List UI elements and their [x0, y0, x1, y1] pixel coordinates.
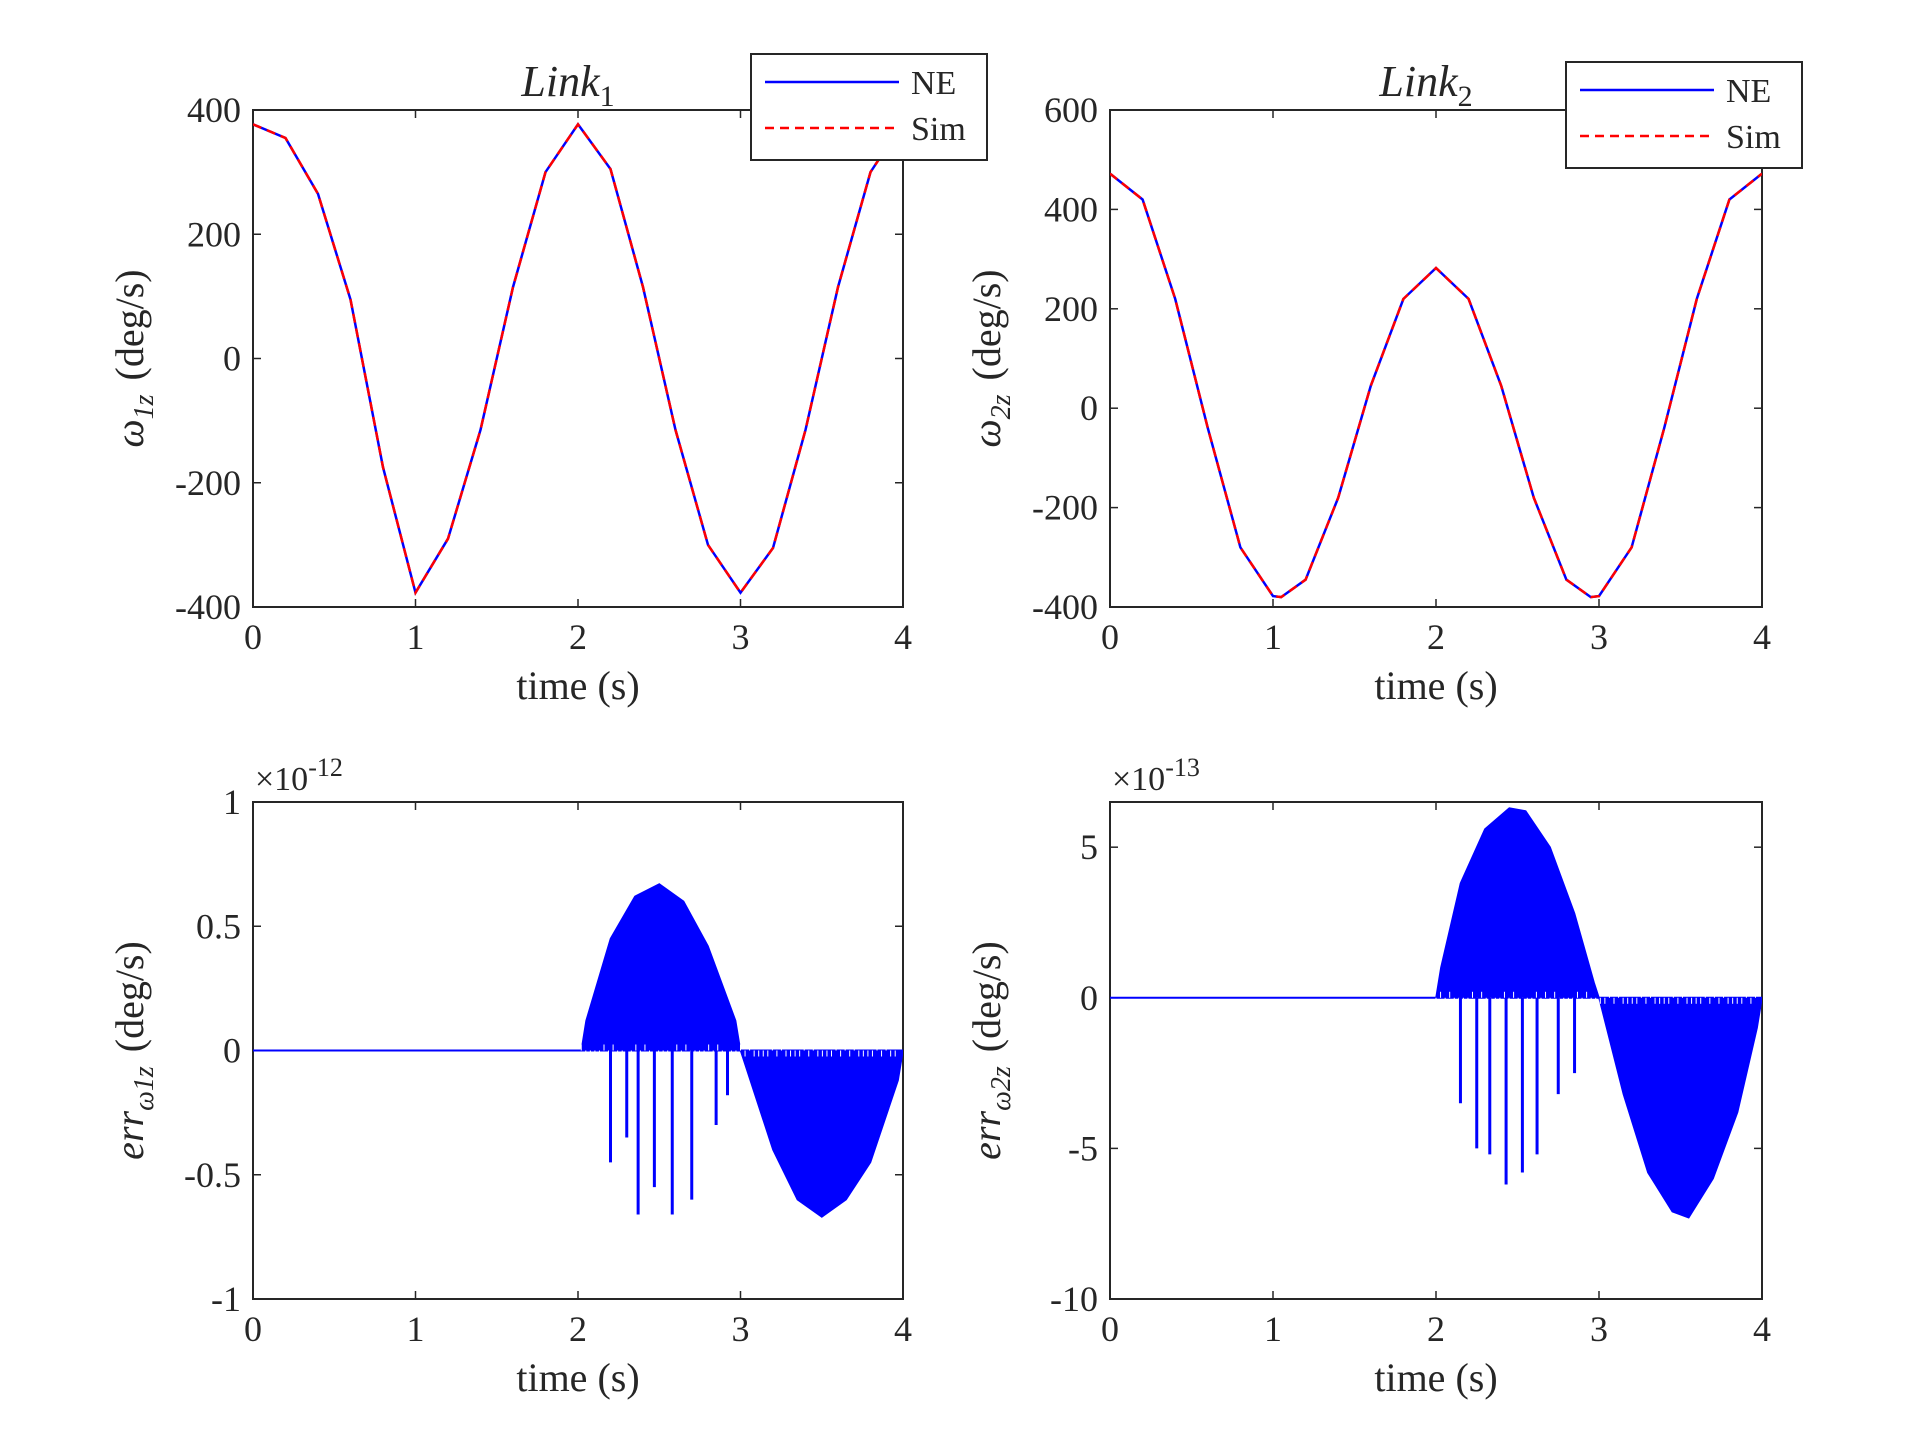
x-axis-label: time (s): [1374, 1355, 1497, 1400]
x-tick-label: 1: [407, 1309, 425, 1349]
y-axis-subscript: 1z: [129, 394, 160, 419]
x-tick-label: 4: [894, 617, 912, 657]
legend-label-ne: NE: [911, 65, 956, 102]
exponent-base: ×10: [255, 761, 308, 798]
chart-title: Link1: [520, 57, 614, 113]
x-tick-label: 2: [569, 617, 587, 657]
y-tick-label: 600: [1044, 90, 1098, 130]
legend: NE Sim: [1565, 61, 1803, 169]
y-axis-units: (deg/s): [107, 941, 152, 1052]
x-tick-label: 3: [732, 617, 750, 657]
exponent-base: ×10: [1112, 761, 1165, 798]
y-axis-label: ω1z (deg/s): [107, 269, 160, 447]
legend: NE Sim: [750, 53, 988, 161]
plot-area: [1110, 172, 1762, 599]
plot-area: [253, 122, 888, 596]
y-tick-label: -200: [1032, 488, 1098, 528]
x-tick-label: 0: [244, 1309, 262, 1349]
y-tick-label: 5: [1080, 827, 1098, 867]
chart-title-subscript: 1: [600, 80, 615, 113]
x-tick-label: 0: [1101, 617, 1119, 657]
y-axis-subscript: ω1z: [129, 1066, 160, 1111]
y-tick-label: -200: [175, 463, 241, 503]
x-tick-label: 2: [569, 1309, 587, 1349]
y-axis-units: (deg/s): [964, 941, 1009, 1052]
x-tick-label: 2: [1427, 1309, 1445, 1349]
y-axis-subscript: 2z: [986, 394, 1017, 419]
y-axis-symbol: err: [964, 1111, 1009, 1160]
x-tick-label: 2: [1427, 617, 1445, 657]
exponent-power: -13: [1165, 753, 1200, 782]
x-tick-label: 3: [1590, 1309, 1608, 1349]
exponent-power: -12: [308, 753, 343, 782]
y-tick-label: -400: [175, 587, 241, 627]
y-axis-subscript: ω2z: [986, 1066, 1017, 1111]
plot-area: [1110, 807, 1762, 1219]
y-axis-symbol: ω: [964, 419, 1009, 447]
x-tick-label: 4: [1753, 617, 1771, 657]
y-tick-label: -5: [1068, 1128, 1098, 1168]
y-tick-label: 0: [1080, 388, 1098, 428]
y-tick-label: 0: [223, 1031, 241, 1071]
y-tick-label: 1: [223, 782, 241, 822]
exponent-label: ×10-12: [255, 753, 343, 798]
x-tick-label: 0: [1101, 1309, 1119, 1349]
y-axis-label: errω2z (deg/s): [964, 941, 1017, 1160]
y-tick-label: 200: [187, 214, 241, 254]
legend-label-ne: NE: [1726, 73, 1771, 110]
x-tick-label: 3: [732, 1309, 750, 1349]
x-axis-label: time (s): [516, 663, 639, 708]
legend-label-sim: Sim: [1726, 119, 1781, 156]
y-axis-label: errω1z (deg/s): [107, 941, 160, 1160]
x-axis-label: time (s): [516, 1355, 639, 1400]
y-axis-label: ω2z (deg/s): [964, 269, 1017, 447]
y-tick-label: 0: [223, 339, 241, 379]
plot-area: [253, 883, 903, 1218]
exponent-label: ×10-13: [1112, 753, 1200, 798]
legend-label-sim: Sim: [911, 111, 966, 148]
x-tick-label: 1: [1264, 1309, 1282, 1349]
y-axis-symbol: ω: [107, 419, 152, 447]
chart-title: Link2: [1378, 57, 1472, 113]
y-tick-label: 0.5: [196, 906, 241, 946]
panel-4: 0 1 2 3 4 -10 -5 0 5 time (s) errω2z (deg/s) ×10-13: [964, 753, 1771, 1400]
legend-box: [1565, 61, 1803, 169]
legend-box: [750, 53, 988, 161]
y-axis-symbol: err: [107, 1111, 152, 1160]
y-tick-label: 400: [1044, 189, 1098, 229]
series-line-sim: [1110, 172, 1762, 599]
x-tick-label: 3: [1590, 617, 1608, 657]
panel-3: 0 1 2 3 4 -1 -0.5 0 0.5 1 time (s) errω1z (deg/s) ×10…: [107, 753, 912, 1400]
panel-2: 0 1 2 3 4 -400 -200 0 200 400 600 time (s) ω2z (deg/s…: [964, 57, 1803, 708]
x-axis-label: time (s): [1374, 663, 1497, 708]
y-axis-units: (deg/s): [964, 269, 1009, 380]
x-tick-label: 1: [1264, 617, 1282, 657]
series-line-sim: [253, 122, 888, 596]
panel-1: 0 1 2 3 4 -400 -200 0 200 400 time (s) ω1z (deg/s) Li…: [107, 53, 988, 708]
x-tick-label: 1: [407, 617, 425, 657]
y-tick-label: 400: [187, 90, 241, 130]
y-tick-label: -0.5: [184, 1155, 241, 1195]
x-tick-label: 4: [894, 1309, 912, 1349]
chart-title-text: Link: [1378, 57, 1459, 106]
chart-title-text: Link: [520, 57, 601, 106]
y-tick-label: 200: [1044, 289, 1098, 329]
error-envelope: [1110, 807, 1762, 1219]
y-tick-label: -1: [211, 1279, 241, 1319]
x-tick-label: 4: [1753, 1309, 1771, 1349]
chart-title-subscript: 2: [1458, 80, 1473, 113]
y-axis-units: (deg/s): [107, 269, 152, 380]
x-tick-label: 0: [244, 617, 262, 657]
y-tick-label: 0: [1080, 978, 1098, 1018]
y-tick-label: -400: [1032, 587, 1098, 627]
y-tick-label: -10: [1050, 1279, 1098, 1319]
